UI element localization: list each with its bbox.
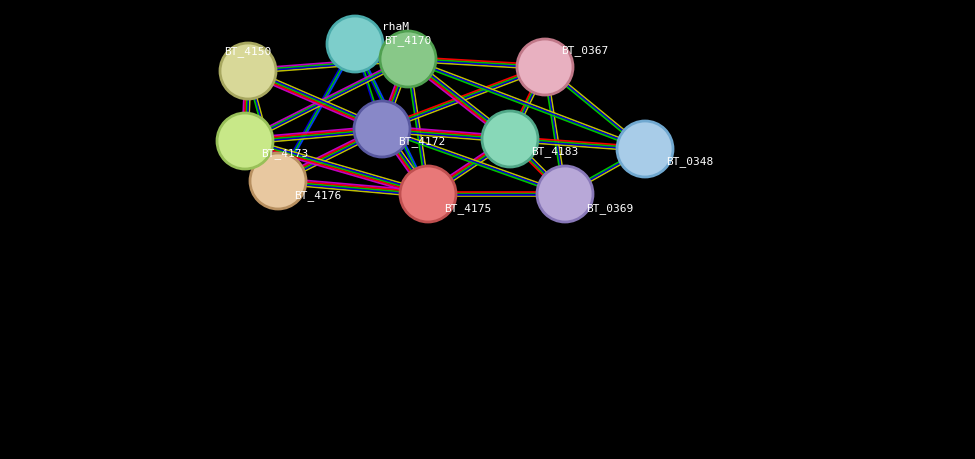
Text: BT_4173: BT_4173 (261, 149, 309, 159)
Ellipse shape (217, 113, 273, 169)
Text: BT_4175: BT_4175 (445, 203, 491, 214)
Ellipse shape (250, 153, 306, 209)
Ellipse shape (380, 31, 436, 87)
Ellipse shape (482, 111, 538, 167)
Text: BT_4170: BT_4170 (384, 35, 432, 46)
Text: BT_0369: BT_0369 (586, 203, 634, 214)
Ellipse shape (400, 166, 456, 222)
Text: BT_4172: BT_4172 (399, 136, 446, 147)
Ellipse shape (537, 166, 593, 222)
Ellipse shape (617, 121, 673, 177)
Text: BT_0348: BT_0348 (666, 157, 714, 168)
Text: rhaM: rhaM (381, 22, 409, 32)
Ellipse shape (220, 43, 276, 99)
Text: BT_4176: BT_4176 (294, 190, 341, 202)
Text: BT_4183: BT_4183 (531, 146, 578, 157)
Ellipse shape (327, 16, 383, 72)
Ellipse shape (354, 101, 410, 157)
Text: BT_0367: BT_0367 (562, 45, 608, 56)
Text: BT_4150: BT_4150 (224, 46, 272, 57)
Ellipse shape (517, 39, 573, 95)
